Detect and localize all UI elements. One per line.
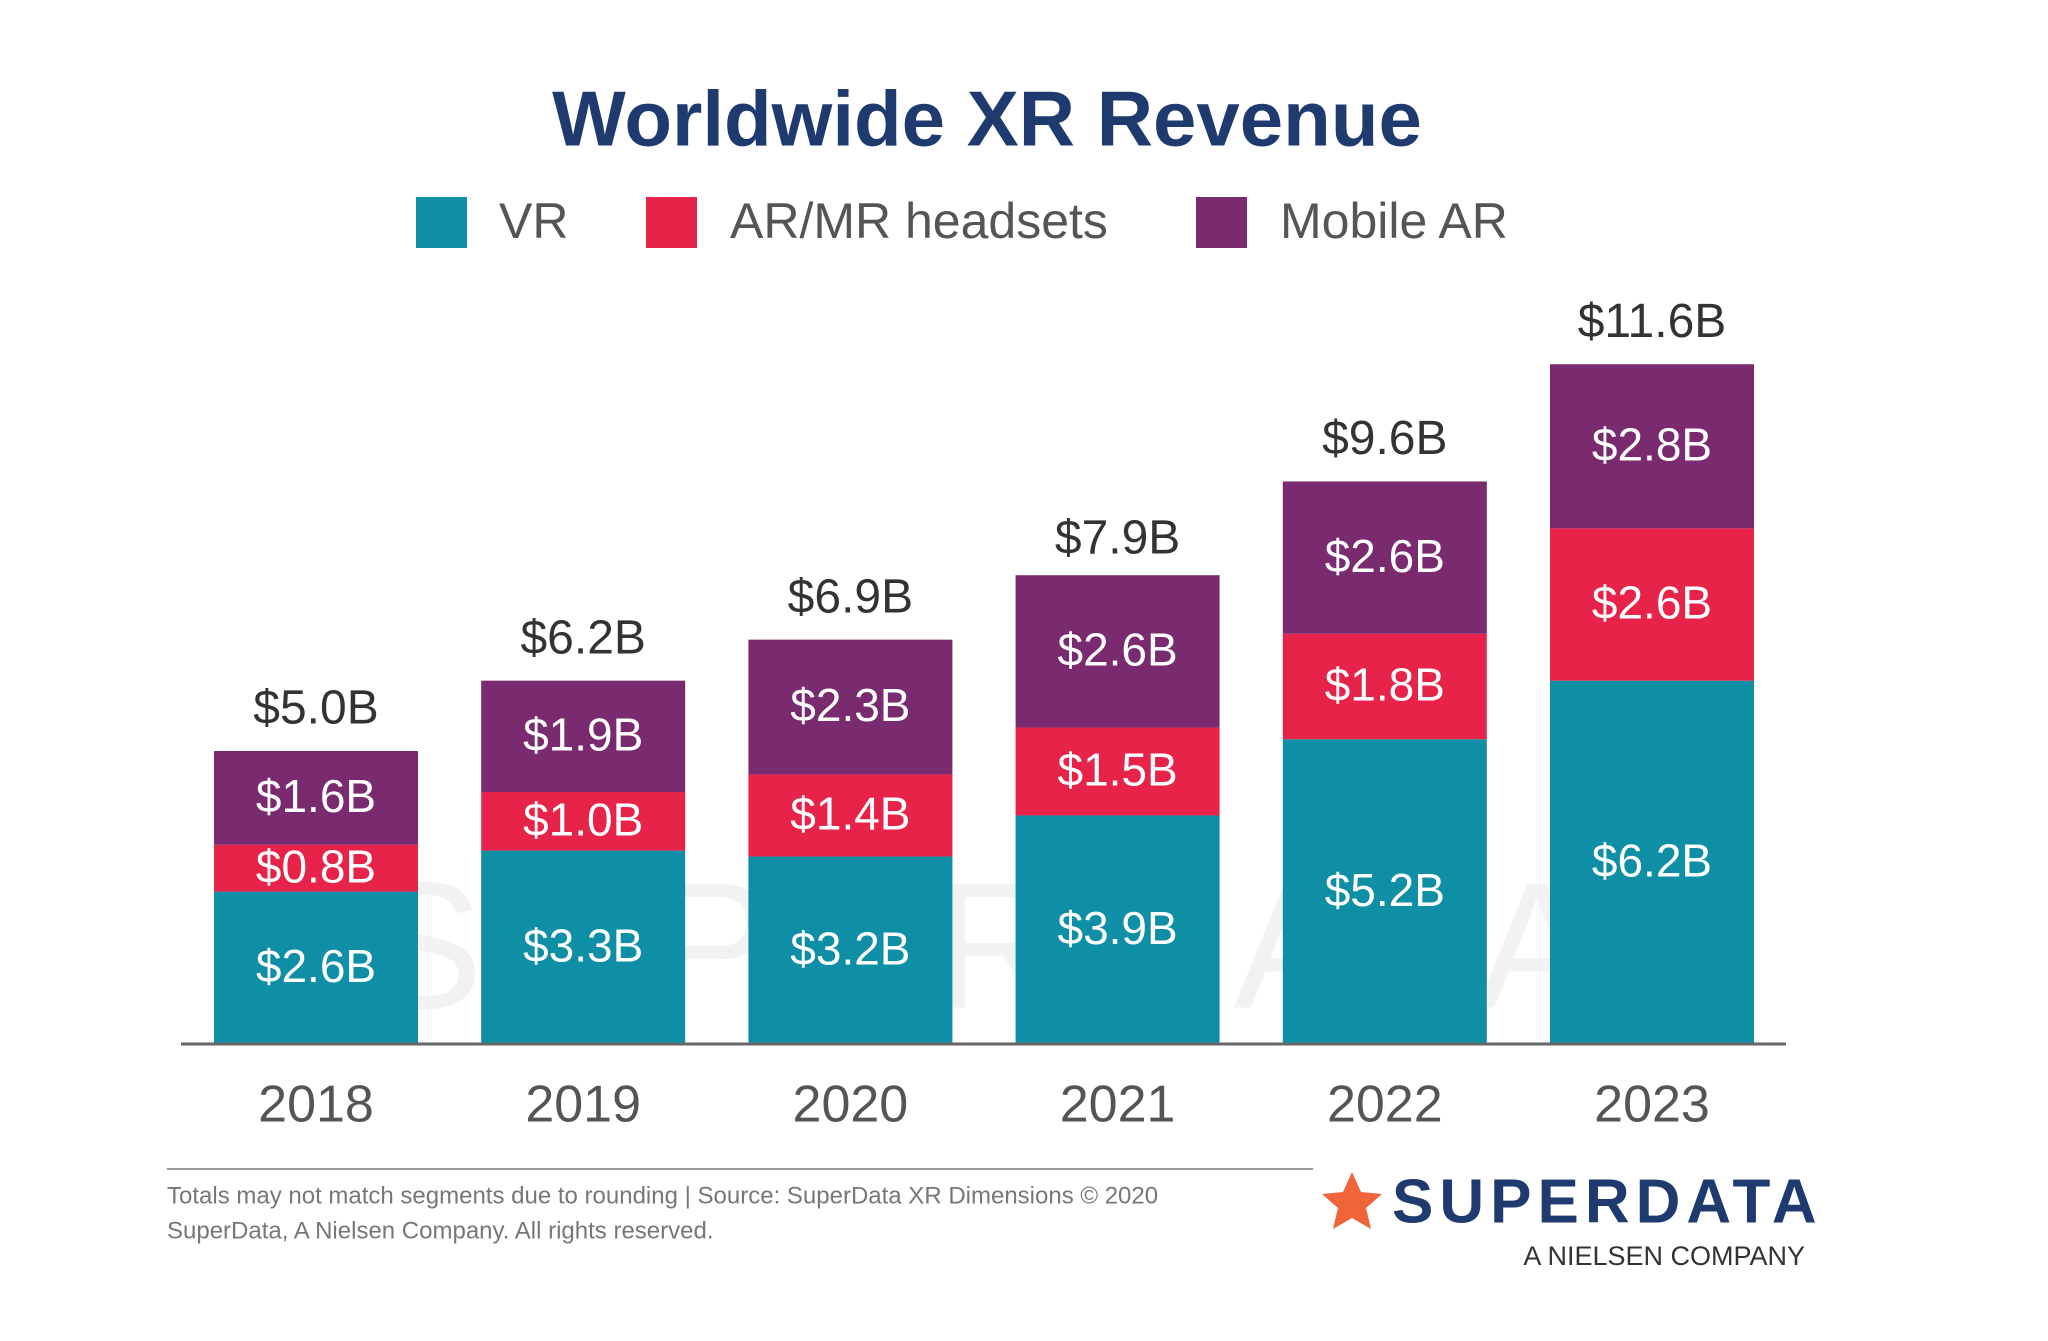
bar-segment (1282, 633, 1487, 740)
x-tick-label: 2021 (1060, 1076, 1176, 1134)
segment-label: $3.9B (1057, 902, 1177, 954)
segment-label: $1.9B (523, 709, 643, 761)
total-label: $11.6B (1578, 295, 1727, 348)
bar-segment (1015, 575, 1220, 728)
bar-segment (214, 891, 418, 1044)
bar-segment (481, 850, 686, 1044)
bar-segment (214, 844, 418, 892)
bar-segment (481, 792, 686, 851)
footnote: Totals may not match segments due to rou… (167, 1182, 1158, 1209)
x-tick-label: 2019 (525, 1076, 641, 1134)
segment-label: $1.6B (256, 770, 376, 822)
x-tick-label: 2023 (1594, 1076, 1710, 1134)
segment-label: $1.0B (523, 793, 643, 845)
segment-label: $2.8B (1592, 418, 1712, 470)
total-label: $7.9B (1055, 512, 1180, 565)
bar-segment (748, 639, 953, 775)
x-tick-label: 2018 (258, 1076, 374, 1134)
bar-segment (1282, 481, 1487, 634)
total-label: $9.6B (1322, 412, 1447, 465)
bar-segment (1015, 727, 1220, 816)
segment-label: $2.3B (790, 679, 910, 731)
legend-swatch (416, 197, 467, 248)
bar-segment (1015, 815, 1220, 1044)
bar-segment (1282, 739, 1487, 1044)
legend-swatch (646, 197, 697, 248)
logo-star (1322, 1172, 1382, 1229)
logo-name: SUPERDATA (1392, 1167, 1823, 1236)
total-label: $5.0B (253, 682, 378, 735)
bar-segment (1550, 364, 1754, 529)
legend-label: AR/MR headsets (730, 193, 1108, 249)
segment-label: $2.6B (1057, 624, 1177, 676)
total-label: $6.9B (788, 570, 913, 623)
segment-label: $2.6B (1325, 530, 1445, 582)
legend-label: VR (499, 193, 568, 249)
logo-tagline: A NIELSEN COMPANY (1523, 1241, 1805, 1271)
legend-swatch (1196, 197, 1247, 248)
segment-label: $2.6B (256, 940, 376, 992)
total-label: $6.2B (520, 611, 645, 664)
bar-segment (748, 856, 953, 1044)
bar-segment (214, 751, 418, 845)
segment-label: $6.2B (1592, 834, 1712, 886)
bar-segment (1550, 528, 1754, 681)
segment-label: $0.8B (256, 840, 376, 892)
segment-label: $1.5B (1057, 744, 1177, 796)
x-tick-label: 2020 (793, 1076, 909, 1134)
legend-label: Mobile AR (1280, 193, 1508, 249)
x-tick-label: 2022 (1327, 1076, 1443, 1134)
segment-label: $3.2B (790, 922, 910, 974)
segment-label: $1.4B (790, 788, 910, 840)
bar-segment (481, 680, 686, 793)
segment-label: $2.6B (1592, 577, 1712, 629)
chart-title: Worldwide XR Revenue (552, 75, 1422, 163)
footnote: SuperData, A Nielsen Company. All rights… (167, 1217, 714, 1244)
bar-segment (1550, 680, 1754, 1044)
bar-segment (748, 774, 953, 857)
segment-label: $5.2B (1325, 864, 1445, 916)
segment-label: $3.3B (523, 919, 643, 971)
segment-label: $1.8B (1325, 659, 1445, 711)
